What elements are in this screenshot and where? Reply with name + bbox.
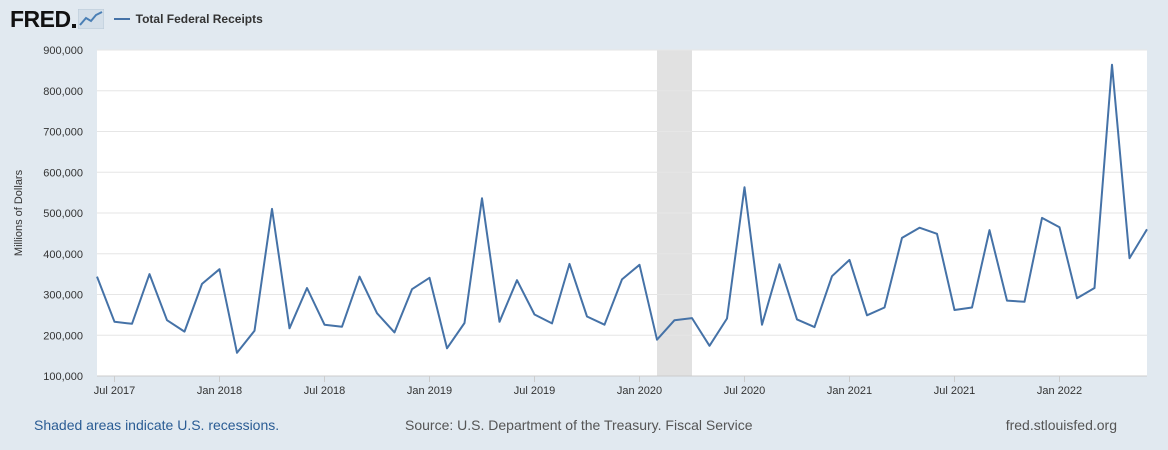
data-point-7[interactable] xyxy=(217,266,223,272)
legend-swatch xyxy=(113,18,130,20)
data-point-28[interactable] xyxy=(584,314,590,320)
site-link[interactable]: fred.stlouisfed.org xyxy=(1005,417,1117,433)
logo-dot xyxy=(71,24,76,28)
recession-note[interactable]: Shaded areas indicate U.S. recessions. xyxy=(34,417,280,433)
y-axis: 100,000 200,000 300,000 400,000 500,000 600,0… xyxy=(43,45,83,383)
data-point-8[interactable] xyxy=(234,350,240,356)
data-point-52[interactable] xyxy=(1004,298,1010,304)
data-point-22[interactable] xyxy=(479,195,485,201)
data-point-32[interactable] xyxy=(654,337,660,343)
data-point-3[interactable] xyxy=(147,271,153,277)
data-point-46[interactable] xyxy=(899,235,905,241)
data-point-19[interactable] xyxy=(427,275,433,281)
fred-logo[interactable]: FRED xyxy=(10,5,71,32)
data-point-60[interactable] xyxy=(1144,226,1150,232)
data-point-51[interactable] xyxy=(987,227,993,233)
x-tick-label: Jul 2019 xyxy=(514,385,556,397)
data-point-15[interactable] xyxy=(357,274,363,280)
source-text: Source: U.S. Department of the Treasury.… xyxy=(405,417,753,433)
data-point-48[interactable] xyxy=(934,231,940,237)
data-point-6[interactable] xyxy=(199,281,205,287)
y-tick-label: 800,000 xyxy=(43,86,83,98)
x-tick-label: Jan 2022 xyxy=(1037,385,1082,397)
series-line-total-federal-receipts[interactable] xyxy=(96,63,1148,354)
data-point-30[interactable] xyxy=(619,276,625,282)
data-point-5[interactable] xyxy=(182,329,188,335)
x-tick-label: Jan 2019 xyxy=(407,385,452,397)
data-point-23[interactable] xyxy=(497,319,503,325)
data-point-37[interactable] xyxy=(742,184,748,190)
data-point-2[interactable] xyxy=(129,321,135,327)
data-point-34[interactable] xyxy=(689,315,695,321)
y-tick-label: 600,000 xyxy=(43,167,83,179)
x-tick-label: Jul 2021 xyxy=(934,385,976,397)
data-point-26[interactable] xyxy=(549,320,555,326)
legend: Total Federal Receipts xyxy=(113,12,263,26)
data-point-31[interactable] xyxy=(637,262,643,268)
data-point-29[interactable] xyxy=(602,322,608,328)
data-point-17[interactable] xyxy=(392,329,398,335)
y-tick-label: 500,000 xyxy=(43,208,83,220)
data-point-24[interactable] xyxy=(514,277,520,283)
data-point-10[interactable] xyxy=(269,206,275,212)
data-point-18[interactable] xyxy=(409,286,415,292)
data-point-40[interactable] xyxy=(794,316,800,322)
y-tick-label: 300,000 xyxy=(43,290,83,302)
data-point-57[interactable] xyxy=(1092,285,1098,291)
data-point-56[interactable] xyxy=(1074,295,1080,301)
data-point-47[interactable] xyxy=(917,225,923,231)
data-point-53[interactable] xyxy=(1022,299,1028,305)
header: FRED Total Federal Receipts xyxy=(10,4,263,34)
data-point-50[interactable] xyxy=(969,305,975,311)
chart: Jul 2017 Jan 2018 Jul 2018 Jan 2019 Jul 2019… xyxy=(13,45,1150,397)
data-point-14[interactable] xyxy=(339,324,345,330)
y-axis-label: Millions of Dollars xyxy=(13,169,25,256)
chart-logo-icon xyxy=(77,9,104,29)
data-point-13[interactable] xyxy=(322,322,328,328)
data-point-41[interactable] xyxy=(812,324,818,330)
data-point-45[interactable] xyxy=(882,305,888,311)
data-point-33[interactable] xyxy=(672,317,678,323)
data-point-55[interactable] xyxy=(1057,224,1063,230)
data-point-36[interactable] xyxy=(724,316,730,322)
x-tick-label: Jul 2018 xyxy=(304,385,346,397)
data-point-9[interactable] xyxy=(252,328,258,334)
data-point-39[interactable] xyxy=(777,261,783,267)
data-point-49[interactable] xyxy=(952,307,958,313)
data-point-1[interactable] xyxy=(112,319,118,325)
data-point-27[interactable] xyxy=(567,261,573,267)
legend-label: Total Federal Receipts xyxy=(135,12,263,26)
x-axis: Jul 2017 Jan 2018 Jul 2018 Jan 2019 Jul 2019… xyxy=(94,375,1147,397)
data-point-44[interactable] xyxy=(864,312,870,318)
x-tick-label: Jan 2018 xyxy=(197,385,242,397)
y-tick-label: 100,000 xyxy=(43,371,83,383)
data-point-16[interactable] xyxy=(374,310,380,316)
data-point-25[interactable] xyxy=(532,312,538,318)
data-point-42[interactable] xyxy=(829,273,835,279)
data-point-12[interactable] xyxy=(304,285,310,291)
data-point-4[interactable] xyxy=(164,317,170,323)
data-point-21[interactable] xyxy=(462,320,468,326)
data-point-0[interactable] xyxy=(94,274,100,280)
y-tick-label: 200,000 xyxy=(43,330,83,342)
data-point-20[interactable] xyxy=(444,345,450,351)
data-point-59[interactable] xyxy=(1127,255,1133,261)
data-point-38[interactable] xyxy=(759,322,765,328)
data-point-43[interactable] xyxy=(847,257,853,263)
x-tick-label: Jul 2017 xyxy=(94,385,136,397)
x-tick-label: Jan 2021 xyxy=(827,385,872,397)
data-point-58[interactable] xyxy=(1109,62,1115,68)
y-tick-label: 700,000 xyxy=(43,127,83,139)
data-point-35[interactable] xyxy=(707,343,713,349)
data-point-11[interactable] xyxy=(287,325,293,331)
y-tick-label: 400,000 xyxy=(43,249,83,261)
data-point-54[interactable] xyxy=(1039,215,1045,221)
x-tick-label: Jul 2020 xyxy=(724,385,766,397)
y-tick-label: 900,000 xyxy=(43,45,83,57)
x-tick-label: Jan 2020 xyxy=(617,385,662,397)
